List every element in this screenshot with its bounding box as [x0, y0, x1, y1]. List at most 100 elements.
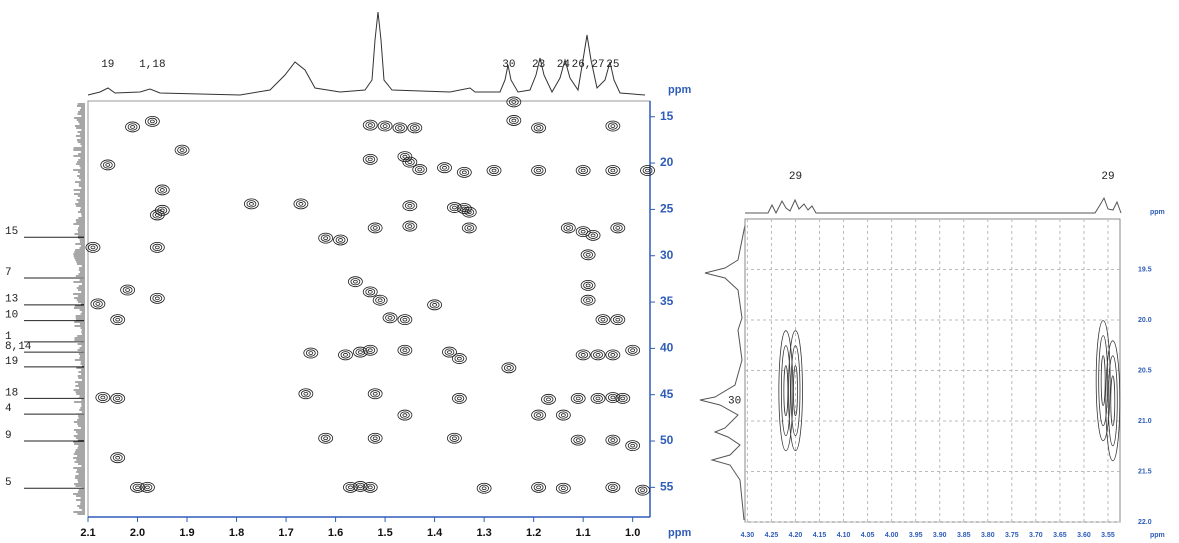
cross-peak: [365, 483, 376, 491]
cross-peak: [412, 164, 428, 175]
cross-peak: [333, 234, 348, 246]
cross-peak: [174, 144, 190, 156]
cross-peak: [402, 220, 418, 232]
cross-peak: [449, 203, 460, 212]
cross-peak: [575, 165, 591, 176]
x-tick-label: 1.6: [328, 527, 343, 539]
peak-label: 8,14: [5, 341, 32, 353]
cross-peak: [533, 166, 544, 175]
cross-peak: [246, 200, 257, 208]
cross-peak: [546, 397, 551, 402]
cross-peak: [372, 294, 388, 306]
cross-peak: [452, 205, 457, 210]
cross-peak: [570, 393, 586, 404]
cross-peak: [355, 348, 366, 356]
cross-peak: [372, 226, 378, 230]
cross-peak: [788, 330, 803, 452]
cross-peak: [533, 411, 544, 419]
cross-peak: [503, 364, 514, 372]
peak-label: 30: [502, 59, 515, 71]
y-tick-label: 20.0: [1138, 317, 1152, 324]
cross-peak: [593, 351, 603, 359]
cross-peak: [590, 393, 606, 404]
cross-peak: [437, 162, 452, 174]
cross-peak: [531, 481, 546, 493]
cross-peak: [447, 202, 462, 213]
cross-peak: [607, 436, 618, 444]
cross-peak: [451, 353, 467, 364]
x-axis-unit: ppm: [668, 527, 691, 539]
cross-peak: [442, 346, 457, 358]
cross-peak: [563, 224, 574, 232]
cross-peak: [531, 122, 546, 134]
cross-peak: [585, 252, 591, 257]
cross-peak: [152, 211, 163, 219]
y-tick-label: 19.5: [1138, 266, 1152, 273]
cross-peak: [627, 442, 638, 450]
cross-peak: [615, 317, 621, 322]
cross-peak: [620, 396, 626, 401]
y-tick-label: 35: [660, 294, 674, 308]
cross-peak: [352, 481, 368, 492]
cross-peak: [583, 281, 594, 289]
peak-label: 15: [5, 226, 18, 238]
peak-label: 10: [5, 309, 18, 321]
x-tick-label: 4.05: [861, 532, 875, 539]
cross-peak: [320, 234, 331, 242]
cross-peak: [298, 388, 314, 400]
peak-label: 19: [5, 356, 18, 368]
cross-peak: [397, 344, 413, 356]
x-tick-label: 4.15: [813, 532, 827, 539]
cross-peak: [347, 276, 363, 288]
cross-peak: [365, 155, 376, 163]
y-axis-unit: ppm: [1150, 209, 1165, 216]
cross-peak: [605, 481, 621, 493]
cross-peak: [362, 119, 378, 131]
cross-peak: [464, 208, 475, 216]
cross-peak: [645, 168, 650, 173]
cross-peak: [303, 347, 319, 359]
x-tick-label: 2.1: [80, 527, 95, 539]
cross-peak: [377, 298, 383, 302]
cross-peak: [149, 241, 165, 253]
cross-peak: [575, 438, 581, 442]
cross-peak: [1105, 340, 1121, 462]
cross-peak: [127, 123, 138, 131]
x-tick-label: 1.5: [377, 527, 392, 539]
cross-peak: [536, 413, 541, 417]
cross-peak: [635, 484, 650, 496]
cross-peak: [397, 409, 413, 421]
top-projection: [745, 196, 1122, 215]
cross-peak: [605, 392, 621, 403]
cross-peak: [362, 344, 378, 356]
cross-peak: [296, 200, 306, 208]
y-tick-label: 20: [660, 155, 674, 169]
cross-peak: [575, 226, 591, 238]
cross-peak: [392, 122, 408, 134]
cross-peak: [417, 167, 423, 172]
cross-peak: [778, 330, 794, 452]
cross-peak: [362, 286, 378, 298]
cross-peak: [610, 485, 616, 490]
cross-peak: [466, 226, 472, 230]
x-tick-label: 1.7: [278, 527, 293, 539]
cross-peak: [375, 296, 386, 304]
cross-peak: [444, 348, 455, 356]
cross-peak: [456, 356, 462, 361]
y-tick-label: 40: [660, 341, 674, 355]
cross-peak: [610, 168, 616, 173]
cross-peak: [402, 156, 418, 168]
cross-peak: [447, 350, 452, 354]
y-tick-label: 55: [660, 480, 674, 494]
cross-peak: [320, 434, 331, 442]
cross-peak: [367, 222, 383, 234]
top-projection: [87, 11, 646, 96]
peak-label: 9: [5, 430, 12, 442]
cross-peak: [459, 168, 470, 176]
x-tick-label: 4.25: [765, 532, 779, 539]
cross-peak: [414, 165, 425, 174]
cross-peak: [642, 166, 653, 175]
cross-peak: [407, 122, 423, 134]
peak-label: 24: [557, 59, 571, 71]
cross-peak: [640, 488, 645, 492]
